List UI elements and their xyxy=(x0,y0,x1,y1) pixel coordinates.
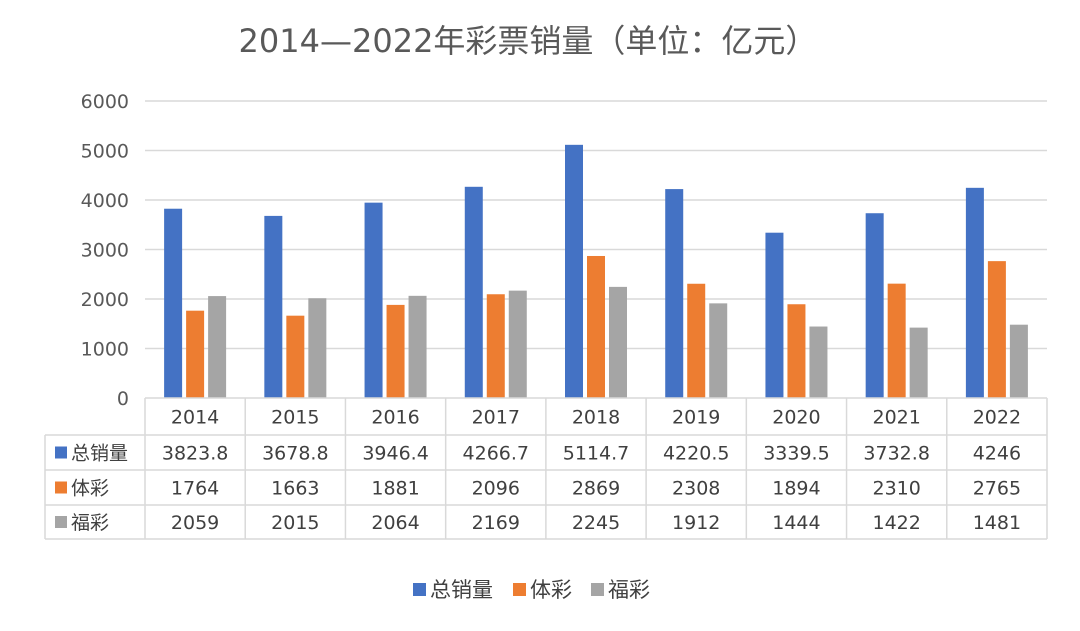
y-tick-label: 3000 xyxy=(81,240,129,262)
bar xyxy=(765,232,784,398)
table-legend-key xyxy=(55,516,67,528)
bar xyxy=(508,290,527,398)
data-label: 1444 xyxy=(772,512,820,534)
bar xyxy=(164,208,183,398)
data-label: 2245 xyxy=(572,512,620,534)
data-label: 1912 xyxy=(672,512,720,534)
bar xyxy=(386,304,405,398)
table-row-label: 总销量 xyxy=(71,443,128,465)
x-tick-label: 2015 xyxy=(271,407,319,429)
bar xyxy=(787,304,806,398)
y-tick-label: 2000 xyxy=(81,289,129,311)
bar xyxy=(208,296,227,398)
data-label: 1894 xyxy=(772,478,820,500)
bars xyxy=(164,144,1028,398)
data-label: 2096 xyxy=(472,478,520,500)
bar xyxy=(865,213,884,398)
bar xyxy=(887,283,906,398)
table-legend-key xyxy=(55,446,67,459)
bar xyxy=(186,310,205,398)
data-label: 3339.5 xyxy=(763,443,829,465)
data-label: 2310 xyxy=(872,478,920,500)
x-tick-label: 2021 xyxy=(872,407,920,429)
y-axis-tick-labels: 0 1000 2000 3000 4000 5000 6000 xyxy=(81,91,129,410)
legend: 总销量 体彩 福彩 xyxy=(413,578,650,602)
data-label: 2064 xyxy=(371,512,419,534)
data-label: 2308 xyxy=(672,478,720,500)
x-tick-label: 2022 xyxy=(973,407,1021,429)
data-label: 2059 xyxy=(171,512,219,534)
data-label: 3823.8 xyxy=(162,443,228,465)
x-tick-label: 2014 xyxy=(171,407,219,429)
data-label: 3678.8 xyxy=(262,443,328,465)
data-label: 3946.4 xyxy=(362,443,428,465)
data-table: 2014 2015 2016 2017 2018 2019 2020 2021 2022 总销量 3… xyxy=(44,397,1048,540)
table-legend-key xyxy=(55,481,67,494)
bar xyxy=(809,326,828,398)
y-tick-label: 5000 xyxy=(81,141,129,163)
bar xyxy=(408,295,427,398)
x-tick-label: 2019 xyxy=(672,407,720,429)
x-tick-label: 2017 xyxy=(472,407,520,429)
bar xyxy=(486,294,505,398)
x-tick-label: 2016 xyxy=(371,407,419,429)
bar xyxy=(665,189,684,398)
bar xyxy=(709,303,728,398)
legend-key xyxy=(591,583,604,596)
bar xyxy=(965,187,984,398)
legend-entry: 福彩 xyxy=(608,578,650,602)
legend-entry: 体彩 xyxy=(530,578,572,602)
bar xyxy=(464,186,483,398)
table-row-label: 福彩 xyxy=(71,512,109,534)
data-label: 4266.7 xyxy=(463,443,529,465)
data-label: 2765 xyxy=(973,478,1021,500)
bar xyxy=(264,215,283,398)
y-tick-label: 6000 xyxy=(81,91,129,113)
data-label: 5114.7 xyxy=(563,443,629,465)
x-tick-label: 2018 xyxy=(572,407,620,429)
bar xyxy=(609,286,627,398)
data-label: 3732.8 xyxy=(863,443,929,465)
table-row-label: 体彩 xyxy=(71,478,109,500)
y-tick-label: 4000 xyxy=(81,190,129,212)
bar xyxy=(1009,324,1028,398)
bar xyxy=(687,283,706,398)
data-label: 1764 xyxy=(171,478,219,500)
bar xyxy=(909,327,928,398)
legend-key xyxy=(513,583,526,596)
bar xyxy=(364,202,383,398)
data-label: 2015 xyxy=(271,512,319,534)
y-tick-label: 0 xyxy=(117,388,129,410)
data-label: 1663 xyxy=(271,478,319,500)
y-tick-label: 1000 xyxy=(81,339,129,361)
legend-key xyxy=(413,583,426,596)
bar xyxy=(987,261,1006,398)
bar xyxy=(286,315,305,398)
bar xyxy=(587,255,605,398)
data-label: 2869 xyxy=(572,478,620,500)
data-label: 1481 xyxy=(973,512,1021,534)
data-label: 4246 xyxy=(973,443,1021,465)
x-tick-label: 2020 xyxy=(772,407,820,429)
data-label: 1881 xyxy=(371,478,419,500)
data-label: 1422 xyxy=(872,512,920,534)
legend-entry: 总销量 xyxy=(430,578,493,602)
chart-title: 2014—2022年彩票销量（单位：亿元） xyxy=(239,22,818,60)
bar xyxy=(565,144,583,398)
data-label: 4220.5 xyxy=(663,443,729,465)
data-label: 2169 xyxy=(472,512,520,534)
bar xyxy=(308,298,327,398)
